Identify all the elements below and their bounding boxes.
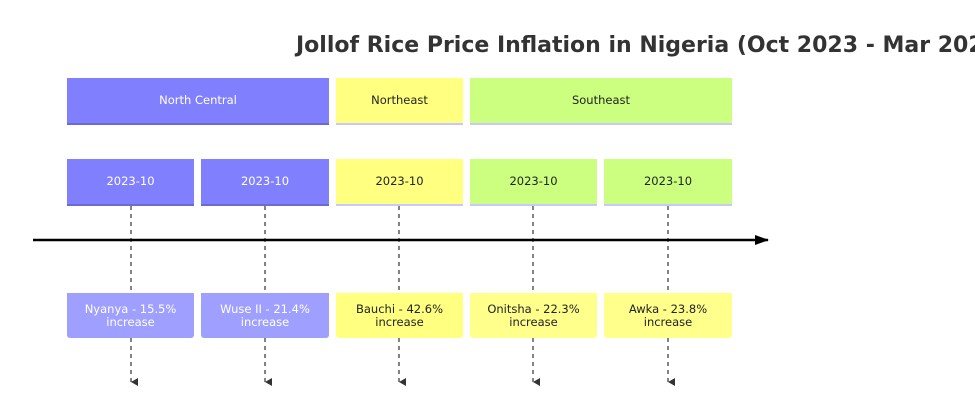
event-onitsha: Onitsha - 22.3% increase: [470, 293, 597, 338]
section-southeast: Southeast: [470, 78, 732, 125]
period-onitsha: 2023-10: [470, 159, 597, 206]
event-awka: Awka - 23.8% increase: [604, 293, 732, 338]
section-north-central: North Central: [67, 78, 329, 125]
period-bauchi: 2023-10: [336, 159, 463, 206]
event-nyanya: Nyanya - 15.5% increase: [67, 293, 194, 338]
period-wuse: 2023-10: [201, 159, 329, 206]
event-wuse: Wuse II - 21.4% increase: [201, 293, 329, 338]
period-nyanya: 2023-10: [67, 159, 194, 206]
event-bauchi: Bauchi - 42.6% increase: [336, 293, 463, 338]
section-northeast: Northeast: [336, 78, 463, 125]
period-awka: 2023-10: [604, 159, 732, 206]
diagram-title: Jollof Rice Price Inflation in Nigeria (…: [296, 33, 975, 58]
